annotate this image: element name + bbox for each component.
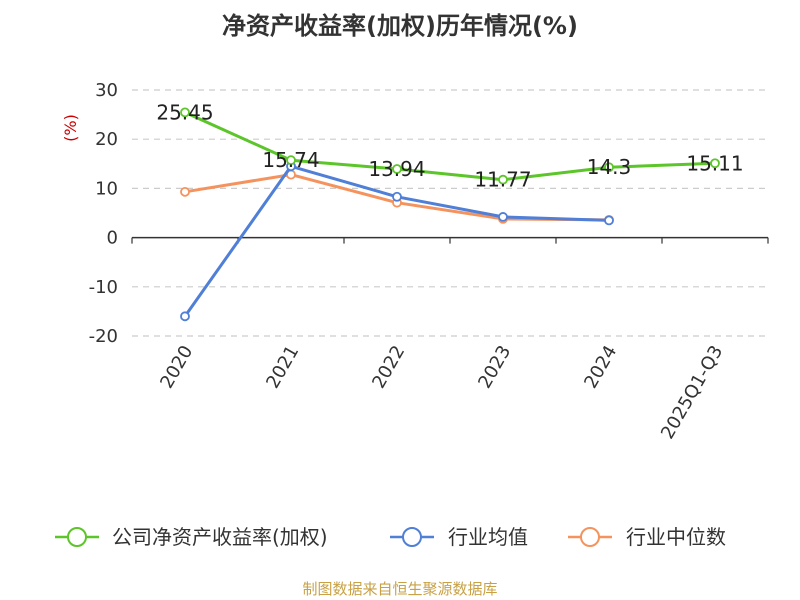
data-point: [498, 212, 508, 222]
legend-label: 行业中位数: [626, 525, 726, 549]
data-point: [180, 186, 190, 197]
x-tick-label: 2023: [474, 342, 515, 392]
y-tick-label: 0: [107, 228, 118, 249]
data-point: [604, 162, 614, 173]
data-point: [180, 107, 190, 118]
data-label: 15.11: [686, 151, 743, 175]
x-tick-label: 2021: [262, 342, 303, 392]
data-point: [180, 311, 190, 322]
chart-title: 净资产收益率(加权)历年情况(%): [222, 12, 578, 40]
data-label: 14.3: [587, 155, 632, 179]
x-tick-label: 2020: [156, 342, 197, 392]
data-point: [286, 155, 296, 166]
data-label: 25.45: [156, 100, 213, 124]
data-label: 15.74: [262, 148, 319, 172]
y-tick-label: 30: [95, 80, 118, 101]
y-axis-label: (%): [61, 114, 80, 142]
data-source: 制图数据来自恒生聚源数据库: [302, 580, 498, 598]
data-point: [604, 215, 614, 226]
x-tick-label: 2025Q1-Q3: [657, 342, 727, 443]
x-tick-label: 2024: [580, 342, 621, 392]
data-point: [392, 191, 402, 202]
data-point: [498, 174, 508, 185]
series-line: [184, 111, 716, 182]
legend-marker: [580, 527, 600, 547]
legend-label: 公司净资产收益率(加权): [112, 525, 328, 549]
legend-marker: [67, 527, 87, 547]
data-point: [392, 164, 402, 174]
x-tick-label: 2022: [368, 342, 409, 392]
data-label: 11.77: [474, 168, 531, 192]
legend-marker: [402, 527, 422, 547]
data-label: 13.94: [368, 157, 425, 181]
y-tick-label: 10: [95, 178, 118, 199]
legend-label: 行业均值: [448, 525, 528, 549]
y-tick-label: 20: [95, 129, 118, 150]
data-point: [710, 158, 720, 169]
y-tick-label: -20: [89, 326, 118, 347]
y-tick-label: -10: [89, 277, 118, 298]
